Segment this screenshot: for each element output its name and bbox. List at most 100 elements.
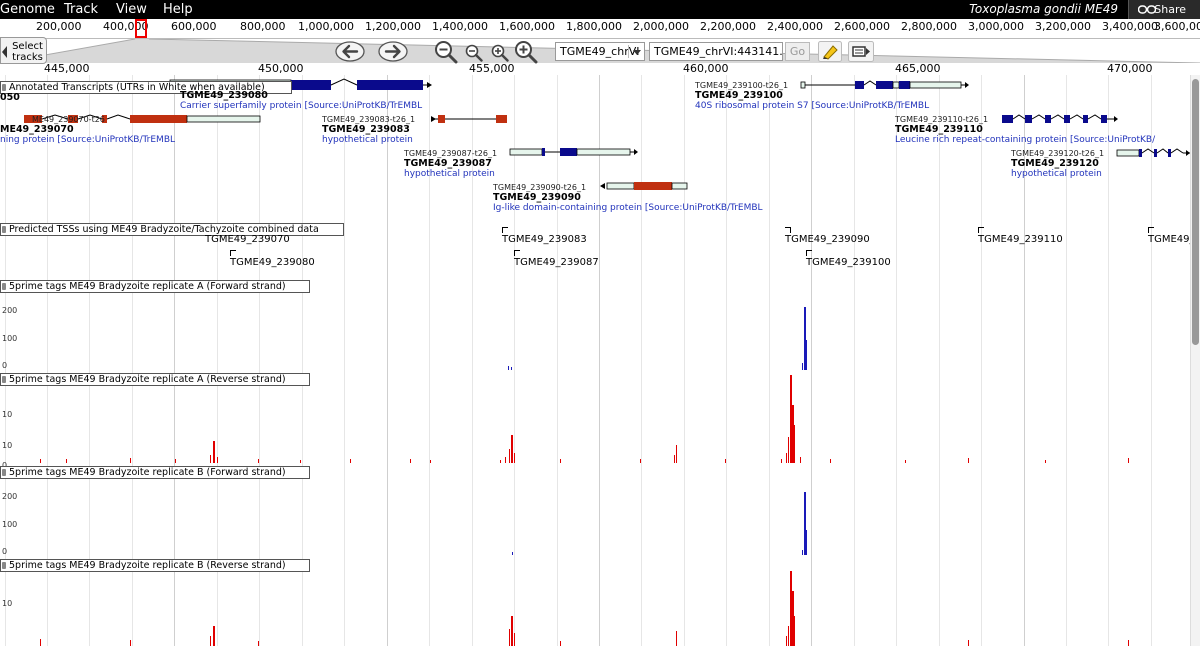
gene-label-239110[interactable]: TGME49_239110-t26_1 TGME49_239110 Leucin… — [895, 115, 1156, 145]
overview-label: 2,800,000 — [901, 20, 957, 33]
share-button[interactable]: Share — [1128, 0, 1200, 19]
menu-help[interactable]: Help — [163, 2, 193, 17]
axis-label: 0 — [2, 547, 8, 556]
gene-label-239087[interactable]: TGME49_239087-t26_1 TGME49_239087 hypoth… — [404, 149, 498, 179]
tss-label-239110[interactable]: TGME49_239110 — [978, 234, 1063, 245]
overview-label: 1,200,000 — [365, 20, 421, 33]
axis-label: 10 — [2, 599, 13, 608]
select-tracks-button[interactable]: Select tracks — [0, 37, 47, 64]
overview-label: 800,000 — [240, 20, 286, 33]
overview-label: 2,600,000 — [834, 20, 890, 33]
gene-label-239070[interactable]: ME49_239070-t26 ME49_239070 ning protein… — [0, 115, 176, 145]
collapse-arrow-icon — [2, 46, 7, 58]
zoom-out-big-icon[interactable] — [434, 40, 458, 64]
track-label-predicted-tss[interactable]: Predicted TSSs using ME49 Bradyzoite/Tac… — [0, 223, 344, 236]
scale-label: 450,000 — [258, 62, 304, 75]
tss-arrow-icon — [514, 250, 520, 256]
overview-label: 2,000,000 — [633, 20, 689, 33]
menu-genome[interactable]: Genome — [0, 2, 55, 17]
axis-label: 0 — [2, 462, 7, 470]
overview-ruler[interactable]: 200,000 400,000 600,000 800,000 1,000,00… — [0, 19, 1200, 39]
overview-label: 3,200,000 — [1035, 20, 1091, 33]
tss-label-239083[interactable]: TGME49_239083 — [502, 234, 587, 245]
track-area[interactable]: Annotated Transcripts (UTRs in White whe… — [0, 75, 1190, 646]
coverage-forward-a[interactable] — [0, 295, 1190, 370]
track-label-forward-a[interactable]: 5prime tags ME49 Bradyzoite replicate A … — [0, 280, 310, 293]
axis-label: 10 — [2, 441, 13, 450]
select-divider — [628, 45, 629, 58]
scale-label: 455,000 — [469, 62, 515, 75]
gene-label-239080[interactable]: TGME49_239080 Carrier superfamily protei… — [180, 90, 423, 112]
tss-arrow-icon — [1148, 227, 1154, 233]
overview-label: 1,800,000 — [566, 20, 622, 33]
coverage-reverse-a[interactable] — [0, 375, 1190, 463]
track-label-reverse-b[interactable]: 5prime tags ME49 Bradyzoite replicate B … — [0, 559, 310, 572]
chevron-down-icon — [633, 50, 641, 55]
organism-name: Toxoplasma gondii ME49 — [969, 2, 1118, 16]
scale-label: 465,000 — [895, 62, 941, 75]
axis-label: 200 — [2, 306, 18, 315]
gene-label-239120[interactable]: TGME49_239120-t26_1 TGME49_239120 hypoth… — [1011, 149, 1105, 179]
tss-arrow-icon — [785, 227, 791, 233]
tss-arrow-icon — [806, 250, 812, 256]
share-link-icon — [1138, 5, 1156, 14]
scale-label: 460,000 — [683, 62, 729, 75]
overview-label: 2,200,000 — [700, 20, 756, 33]
location-input[interactable]: TGME49_chrVI:443141..471 — [649, 42, 783, 61]
tss-label-239100[interactable]: TGME49_239100 — [806, 257, 891, 268]
axis-label: 100 — [2, 334, 18, 343]
overview-label: 3,600,000 — [1154, 20, 1200, 33]
overview-label: 1,000,000 — [298, 20, 354, 33]
overview-label: 1,400,000 — [432, 20, 488, 33]
track-label-reverse-a[interactable]: 5prime tags ME49 Bradyzoite replicate A … — [0, 373, 310, 386]
overview-label: 2,400,000 — [767, 20, 823, 33]
overview-label: 400,000 — [103, 20, 149, 33]
detail-scale: 445,000 450,000 455,000 460,000 465,000 … — [0, 63, 1200, 75]
gene-label-239090[interactable]: TGME49_239090-t26_1 TGME49_239090 Ig-lik… — [493, 183, 763, 213]
menu-bar: Genome Track View Help Toxoplasma gondii… — [0, 0, 1200, 19]
zoom-in-small-icon[interactable] — [491, 44, 509, 62]
axis-label: 200 — [2, 492, 18, 501]
overview-label: 200,000 — [36, 20, 82, 33]
select-tracks-label: Select tracks — [12, 41, 43, 63]
vertical-scrollbar[interactable] — [1190, 75, 1200, 646]
axis-label: 10 — [2, 410, 13, 419]
gene-label-050[interactable]: 050 — [0, 92, 20, 103]
zoom-out-small-icon[interactable] — [465, 44, 483, 62]
coverage-reverse-b[interactable] — [0, 571, 1190, 646]
scale-label: 470,000 — [1107, 62, 1153, 75]
gene-label-239100[interactable]: TGME49_239100-t26_1 TGME49_239100 40S ri… — [695, 81, 930, 111]
scale-label: 445,000 — [44, 62, 90, 75]
tss-label-239070[interactable]: TGME49_239070 — [205, 234, 290, 245]
scrollbar-thumb[interactable] — [1192, 79, 1199, 345]
menu-view[interactable]: View — [116, 2, 147, 17]
axis-label: 100 — [2, 520, 18, 529]
gene-label-239083[interactable]: TGME49_239083-t26_1 TGME49_239083 hypoth… — [322, 115, 416, 145]
go-button[interactable]: Go — [785, 42, 810, 61]
chromosome-select[interactable]: TGME49_chrVI — [555, 42, 645, 61]
overview-label: 3,000,000 — [968, 20, 1024, 33]
overview-location-box[interactable] — [135, 19, 147, 38]
track-label-annotated-transcripts[interactable]: Annotated Transcripts (UTRs in White whe… — [0, 81, 292, 94]
axis-label: 0 — [2, 361, 8, 370]
pan-right-button[interactable] — [378, 41, 408, 62]
overview-label: 3,400,000 — [1102, 20, 1158, 33]
tss-label-239080[interactable]: TGME49_239080 — [230, 257, 315, 268]
coverage-forward-b[interactable] — [0, 480, 1190, 555]
tss-arrow-icon — [502, 227, 508, 233]
tss-label-edge[interactable]: TGME49_2 — [1148, 234, 1190, 245]
tss-arrow-icon — [230, 250, 236, 256]
pan-left-button[interactable] — [335, 41, 365, 62]
highlight-marker-icon[interactable] — [818, 41, 842, 62]
zoom-in-big-icon[interactable] — [514, 40, 538, 64]
track-label-forward-b[interactable]: 5prime tags ME49 Bradyzoite replicate B … — [0, 466, 310, 479]
share-label: Share — [1154, 3, 1186, 16]
tss-label-239087[interactable]: TGME49_239087 — [514, 257, 599, 268]
overview-label: 600,000 — [171, 20, 217, 33]
overview-label: 1,600,000 — [499, 20, 555, 33]
tss-label-239090[interactable]: TGME49_239090 — [785, 234, 870, 245]
tss-arrow-icon — [978, 227, 984, 233]
menu-track[interactable]: Track — [64, 2, 99, 17]
highlight-region-icon[interactable] — [848, 41, 874, 62]
